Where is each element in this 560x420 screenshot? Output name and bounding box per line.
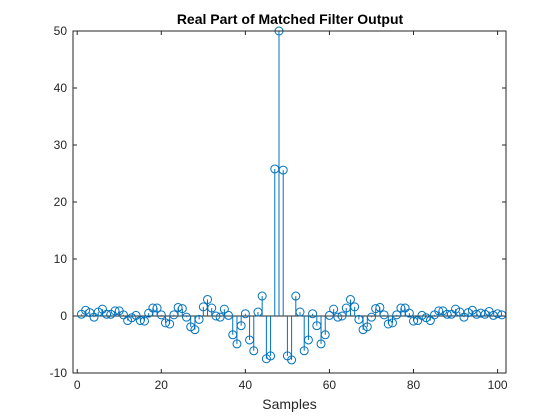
stem-marker	[139, 316, 149, 326]
stem-marker	[404, 308, 414, 318]
y-tick-label: 50	[54, 24, 68, 38]
stem-marker	[333, 312, 343, 322]
stem-marker	[291, 291, 301, 301]
stem-marker	[329, 304, 339, 314]
stem-marker	[232, 339, 242, 349]
stem-marker	[236, 321, 246, 331]
stem-marker	[207, 303, 217, 313]
stem-marker	[362, 322, 372, 332]
stem-marker	[350, 302, 360, 312]
stem-marker	[249, 346, 259, 356]
stem-marker	[127, 313, 137, 323]
stem-marker	[308, 309, 318, 319]
stem-marker	[387, 318, 397, 328]
x-axis-label: Samples	[262, 396, 316, 412]
x-tick-label: 100	[488, 378, 508, 392]
chart-title: Real Part of Matched Filter Output	[177, 11, 404, 27]
x-tick-label: 80	[407, 378, 421, 392]
y-tick-label: -10	[50, 366, 68, 380]
stem-marker	[240, 309, 250, 319]
x-tick-label: 60	[323, 378, 337, 392]
x-tick-label: 0	[74, 378, 81, 392]
stem-marker	[81, 305, 91, 315]
y-tick-label: 30	[54, 138, 68, 152]
x-tick-label: 40	[239, 378, 253, 392]
stem-marker	[278, 165, 288, 175]
stem-marker	[383, 319, 393, 329]
stem-marker	[215, 312, 225, 322]
y-tick-label: 0	[60, 309, 67, 323]
stem-marker	[156, 310, 166, 320]
y-axis: -10 0 10 20 30 40 50	[50, 24, 506, 380]
stem-marker	[224, 310, 234, 320]
stem-marker	[476, 308, 486, 318]
stem-marker	[366, 312, 376, 322]
stem-marker	[118, 310, 128, 320]
stem-marker	[316, 339, 326, 349]
x-axis: 0 20 40 60 80 100	[74, 31, 508, 392]
stem-marker	[177, 304, 187, 314]
stem-marker	[165, 319, 175, 329]
x-tick-label: 20	[155, 378, 169, 392]
stem-marker	[219, 304, 229, 314]
stem-marker	[152, 303, 162, 313]
stem-marker	[303, 335, 313, 345]
stem-marker	[417, 310, 427, 320]
stem-marker	[190, 325, 200, 335]
stem-marker	[257, 291, 267, 301]
stem-marker	[173, 302, 183, 312]
stem-marker	[295, 307, 305, 317]
stem-marker	[493, 309, 503, 319]
stem-marker	[266, 351, 276, 361]
y-tick-label: 20	[54, 195, 68, 209]
plot-area-box	[72, 30, 507, 374]
stem-marker	[409, 316, 419, 326]
stem-marker	[299, 346, 309, 356]
y-tick-label: 10	[54, 252, 68, 266]
stem-marker	[320, 330, 330, 340]
stem-marker	[425, 316, 435, 326]
stem-marker	[379, 310, 389, 320]
stem-marker	[287, 355, 297, 365]
stem-marker	[203, 294, 213, 304]
stem-marker	[375, 302, 385, 312]
stem-series	[76, 26, 507, 365]
y-tick-label: 40	[54, 81, 68, 95]
stem-marker	[194, 314, 204, 324]
stem-marker	[345, 294, 355, 304]
